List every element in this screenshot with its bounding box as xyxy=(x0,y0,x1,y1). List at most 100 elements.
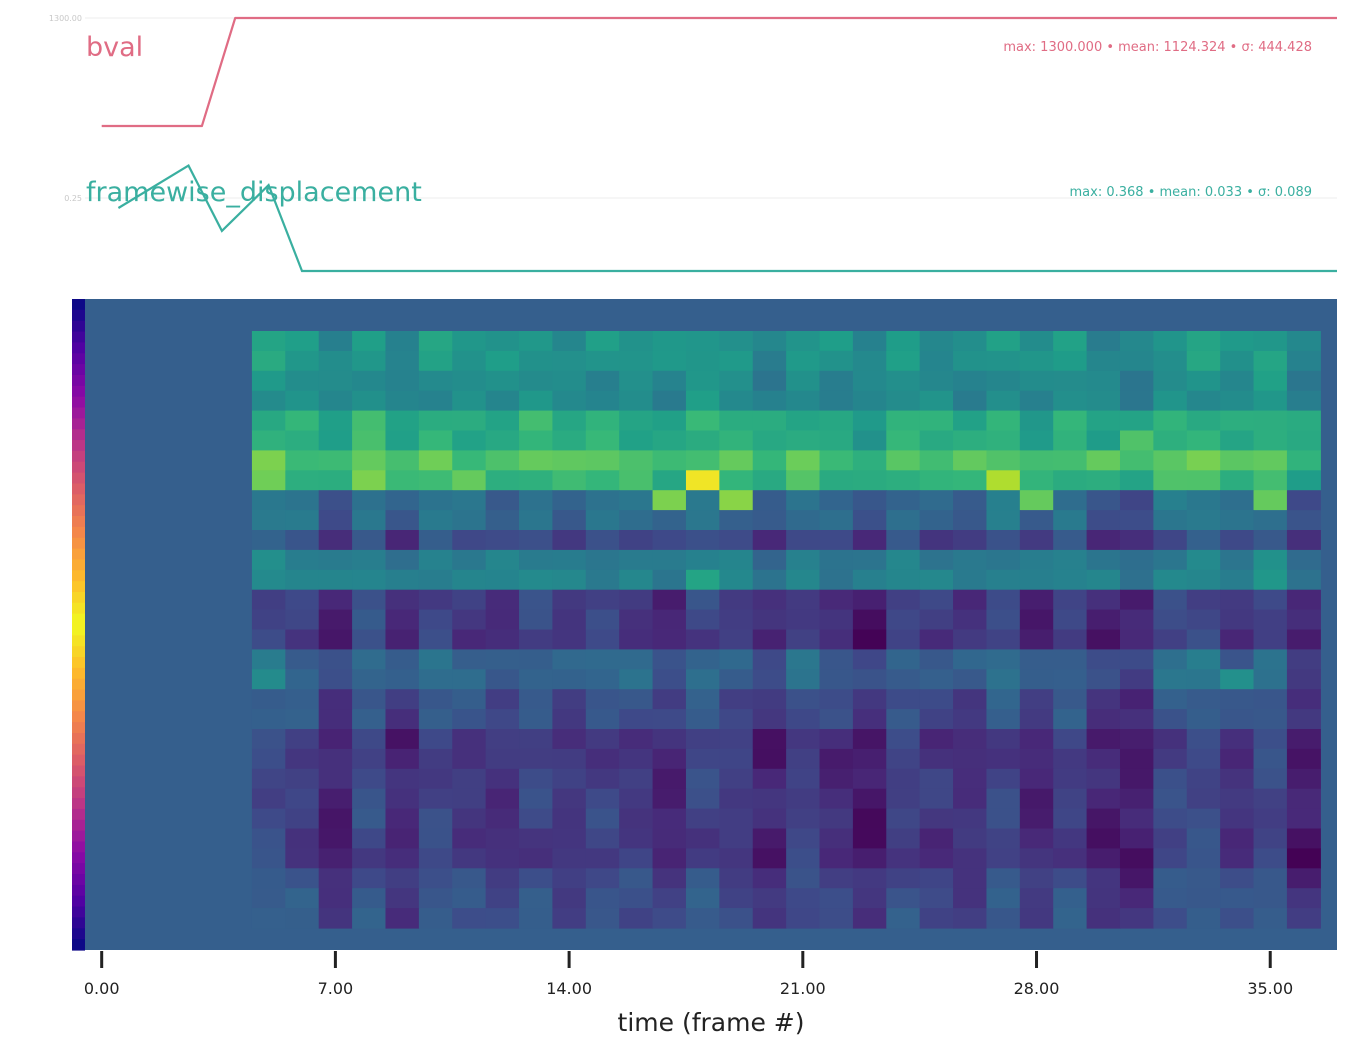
heatmap-cell xyxy=(619,908,654,929)
heatmap-cell xyxy=(1186,788,1221,810)
heatmap-cell xyxy=(953,629,988,650)
heatmap-cell xyxy=(953,370,988,392)
heatmap-cell xyxy=(819,768,854,790)
heatmap-cell xyxy=(1286,530,1321,551)
heatmap-cell xyxy=(585,689,620,710)
heatmap-cell xyxy=(719,450,754,471)
heatmap-cell xyxy=(685,649,720,670)
colorbar-segment xyxy=(72,342,85,354)
heatmap-cell xyxy=(318,629,353,650)
heatmap-cell xyxy=(752,410,787,432)
heatmap-cell xyxy=(318,331,353,352)
heatmap-cell xyxy=(352,669,387,690)
heatmap-cell xyxy=(886,729,921,750)
heatmap-cell xyxy=(1019,649,1054,670)
heatmap-cell xyxy=(352,649,387,670)
heatmap-cell xyxy=(1119,808,1154,830)
heatmap-cell xyxy=(1086,390,1121,412)
heatmap-cell xyxy=(1119,788,1154,810)
heatmap-cell xyxy=(852,729,887,750)
heatmap-cell xyxy=(719,669,754,690)
heatmap-cell xyxy=(385,569,420,591)
heatmap-cell xyxy=(752,788,787,810)
heatmap-cell xyxy=(652,748,687,770)
heatmap-cell xyxy=(1153,350,1188,372)
heatmap-cell xyxy=(819,530,854,551)
heatmap-cell xyxy=(819,709,854,730)
colorbar-segment xyxy=(72,906,85,919)
heatmap-cell xyxy=(652,450,687,471)
heatmap-cell xyxy=(519,689,554,710)
heatmap-cell xyxy=(919,908,954,929)
heatmap-cell xyxy=(585,530,620,551)
heatmap-cell xyxy=(786,808,821,830)
heatmap-cell xyxy=(519,848,554,869)
colorbar-segment xyxy=(72,852,85,864)
heatmap-cell xyxy=(819,888,854,909)
heatmap-cell xyxy=(1220,669,1255,690)
heatmap-cell xyxy=(251,410,286,432)
heatmap-cell xyxy=(352,589,387,611)
heatmap-cell xyxy=(986,848,1021,869)
heatmap-cell xyxy=(1053,530,1088,551)
heatmap-cell xyxy=(953,828,988,849)
heatmap-cell xyxy=(852,450,887,471)
heatmap-cell xyxy=(318,729,353,750)
heatmap-cell xyxy=(1253,788,1288,810)
heatmap-cell xyxy=(786,589,821,611)
heatmap-cell xyxy=(485,470,520,491)
heatmap-cell xyxy=(452,748,487,770)
heatmap-cell xyxy=(251,370,286,392)
heatmap-cell xyxy=(1286,390,1321,412)
framewise-displacement-y-tick-label: 0.25 xyxy=(64,194,82,203)
heatmap-cell xyxy=(585,908,620,929)
heatmap-cell xyxy=(652,689,687,710)
heatmap-cell xyxy=(485,729,520,750)
heatmap-cell xyxy=(886,390,921,412)
heatmap-cell xyxy=(852,709,887,730)
heatmap-cell xyxy=(919,331,954,352)
heatmap-cell xyxy=(986,549,1021,571)
heatmap-cell xyxy=(1186,768,1221,790)
heatmap-cell xyxy=(886,470,921,491)
heatmap-cell xyxy=(685,629,720,650)
heatmap-cell xyxy=(251,669,286,690)
heatmap-cell xyxy=(1119,450,1154,471)
heatmap-cell xyxy=(585,669,620,690)
heatmap-cell xyxy=(619,609,654,631)
heatmap-cell xyxy=(1053,569,1088,591)
heatmap-cell xyxy=(953,430,988,451)
colorbar-segment xyxy=(72,483,85,495)
heatmap-cell xyxy=(919,470,954,491)
heatmap-cell xyxy=(1253,748,1288,770)
heatmap-cell xyxy=(886,748,921,770)
heatmap-cell xyxy=(786,350,821,372)
colorbar-segment xyxy=(72,450,85,463)
heatmap-cell xyxy=(318,450,353,471)
heatmap-cell xyxy=(786,729,821,750)
heatmap-cell xyxy=(1286,669,1321,690)
heatmap-cell xyxy=(1286,510,1321,531)
x-tick-label: 14.00 xyxy=(546,979,592,998)
heatmap-cell xyxy=(619,629,654,650)
heatmap-cell xyxy=(919,510,954,531)
heatmap-cell xyxy=(485,549,520,571)
heatmap-cell xyxy=(685,609,720,631)
heatmap-cell xyxy=(352,908,387,929)
heatmap-cell xyxy=(452,788,487,810)
heatmap-cell xyxy=(752,629,787,650)
heatmap-cell xyxy=(1220,709,1255,730)
heatmap-cell xyxy=(752,390,787,412)
heatmap-cell xyxy=(1119,510,1154,531)
heatmap-cell xyxy=(1220,589,1255,611)
heatmap-cell xyxy=(786,549,821,571)
heatmap-cell xyxy=(251,848,286,869)
colorbar-segment xyxy=(72,385,85,398)
heatmap-cell xyxy=(485,768,520,790)
heatmap-cell xyxy=(786,888,821,909)
heatmap-cell xyxy=(318,609,353,631)
heatmap-cell xyxy=(318,868,353,889)
heatmap-cell xyxy=(452,649,487,670)
heatmap-cell xyxy=(251,748,286,770)
heatmap-cell xyxy=(519,908,554,929)
